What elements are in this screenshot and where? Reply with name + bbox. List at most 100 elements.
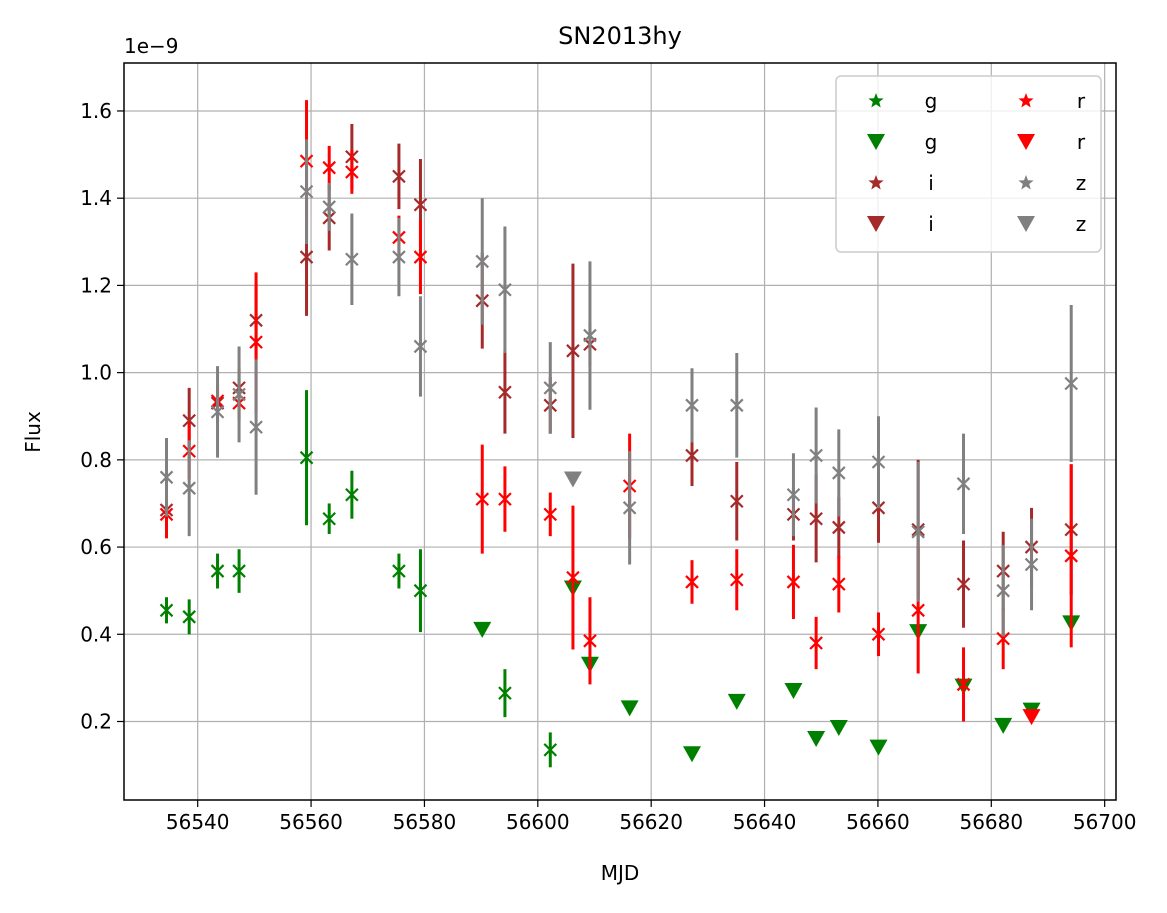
data-point <box>392 169 406 184</box>
data-point <box>685 448 699 463</box>
y-tick-label: 1.2 <box>80 273 112 297</box>
data-point <box>232 564 246 578</box>
legend-label: i <box>928 212 934 236</box>
data-point <box>809 448 823 463</box>
data-point <box>566 570 580 585</box>
data-point <box>249 335 263 349</box>
upper-limit-marker <box>620 700 639 717</box>
x-tick-label: 56600 <box>506 810 570 834</box>
series-g-detection <box>159 390 558 768</box>
data-point <box>729 572 744 587</box>
legend-star-icon <box>1018 175 1034 190</box>
upper-limit-marker <box>994 717 1013 734</box>
legend-star-icon <box>868 175 884 190</box>
legend-label: g <box>925 130 938 154</box>
data-point <box>543 381 558 395</box>
legend-item: z <box>1018 171 1086 195</box>
data-point <box>182 610 196 624</box>
legend-star-icon <box>1018 93 1034 108</box>
data-point <box>249 420 263 434</box>
data-point <box>622 501 637 515</box>
data-point <box>911 525 925 539</box>
plot-frame <box>123 62 1117 801</box>
data-point <box>413 583 428 598</box>
data-point <box>182 413 196 428</box>
data-point <box>832 520 846 535</box>
upper-limit-marker <box>727 693 746 710</box>
data-point <box>871 627 886 642</box>
data-point <box>322 200 336 214</box>
data-point <box>413 339 428 354</box>
data-point <box>159 470 174 485</box>
data-point <box>159 603 174 618</box>
legend-label: g <box>925 89 938 113</box>
legend-label: i <box>928 171 934 195</box>
legend-label: z <box>1076 212 1087 236</box>
upper-limit-marker <box>807 730 826 747</box>
upper-limit-marker <box>563 471 582 488</box>
data-point <box>498 385 512 400</box>
x-tick-label: 56640 <box>733 810 797 834</box>
data-point <box>345 487 359 502</box>
data-point <box>685 575 699 589</box>
legend-label: r <box>1077 89 1086 113</box>
data-point <box>1064 376 1078 391</box>
data-point <box>729 494 744 509</box>
x-tick-label: 56700 <box>1073 810 1137 834</box>
data-point <box>1024 557 1039 572</box>
x-tick-label: 56580 <box>393 810 457 834</box>
legend-item: g <box>867 130 937 154</box>
data-point <box>392 564 406 578</box>
upper-limit-marker <box>1022 709 1041 726</box>
chart-title: SN2013hy <box>558 22 682 50</box>
data-point <box>786 575 801 589</box>
data-point <box>413 250 428 264</box>
legend-item: i <box>868 171 934 195</box>
series-g-upper-limit <box>473 580 1081 763</box>
data-point <box>956 677 971 692</box>
data-point <box>299 184 314 199</box>
data-point <box>583 634 597 648</box>
data-point <box>566 344 580 358</box>
legend-item: z <box>1017 212 1086 236</box>
x-tick-label: 56680 <box>959 810 1023 834</box>
upper-limit-marker <box>473 621 492 638</box>
legend-star-icon <box>868 93 884 108</box>
data-point <box>1064 549 1078 563</box>
data-point <box>809 636 823 650</box>
upper-limit-marker <box>829 720 848 737</box>
data-point <box>786 487 801 502</box>
data-point <box>543 743 558 757</box>
data-point <box>475 492 490 506</box>
series-z-detection <box>159 139 1078 637</box>
x-tick-label: 56560 <box>279 810 343 834</box>
data-point <box>956 577 971 591</box>
data-point <box>232 387 246 402</box>
upper-limit-marker <box>784 682 803 699</box>
y-tick-label: 1.4 <box>80 186 112 210</box>
data-point <box>809 511 823 526</box>
grid <box>124 63 1116 800</box>
data-point <box>475 254 490 269</box>
legend-triangle-icon <box>1017 134 1035 150</box>
data-point <box>322 511 336 526</box>
data-point <box>685 398 699 413</box>
data-point <box>392 250 406 264</box>
legend-label: z <box>1076 171 1087 195</box>
upper-limit-marker <box>869 739 888 756</box>
x-tick-label: 56540 <box>166 810 230 834</box>
data-point <box>345 252 359 267</box>
data-point <box>729 398 744 413</box>
legend-triangle-icon <box>867 216 885 232</box>
y-tick-label: 0.8 <box>80 448 112 472</box>
legend-item: r <box>1018 89 1086 113</box>
legend-item: g <box>868 89 937 113</box>
y-tick-label: 0.4 <box>80 622 112 646</box>
data-point <box>182 481 196 495</box>
y-tick-label: 1.0 <box>80 361 112 385</box>
data-point <box>498 282 512 297</box>
data-point <box>413 197 428 212</box>
